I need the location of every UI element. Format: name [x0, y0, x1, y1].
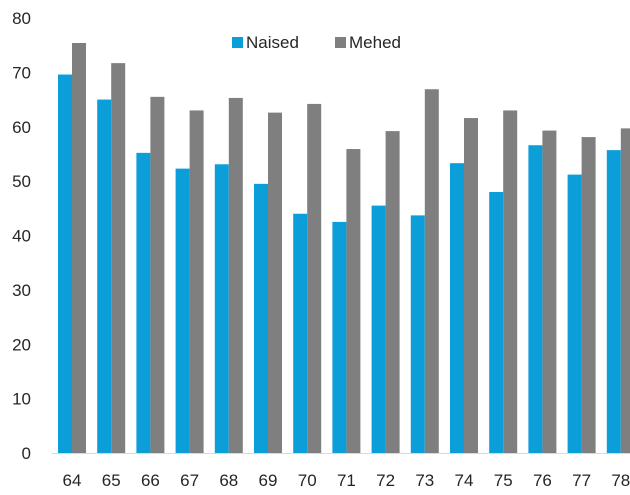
bar-mehed-77 — [581, 137, 596, 454]
y-tick-label: 50 — [12, 172, 31, 191]
bar-mehed-78 — [620, 128, 630, 453]
bar-naised-66 — [136, 152, 151, 453]
bar-naised-64 — [58, 74, 72, 454]
y-tick-label: 40 — [12, 227, 31, 246]
x-tick-label: 78 — [611, 471, 630, 490]
bar-naised-65 — [97, 99, 112, 453]
bar-mehed-64 — [72, 43, 86, 453]
y-tick-label: 30 — [12, 281, 31, 300]
bar-naised-72 — [371, 205, 386, 453]
legend: Naised Mehed — [232, 33, 401, 52]
y-tick-label: 0 — [22, 444, 31, 463]
x-tick-label: 68 — [219, 471, 238, 490]
bar-mehed-71 — [346, 149, 361, 453]
y-tick-label: 70 — [12, 63, 31, 82]
bar-naised-75 — [489, 192, 504, 453]
bar-mehed-73 — [424, 89, 439, 453]
bar-mehed-75 — [503, 110, 518, 453]
bar-naised-77 — [567, 174, 582, 453]
bar-mehed-67 — [189, 110, 204, 453]
bar-mehed-68 — [228, 97, 243, 454]
legend-label-mehed: Mehed — [349, 33, 401, 52]
y-tick-label: 80 — [12, 9, 31, 28]
x-tick-label: 67 — [180, 471, 199, 490]
x-axis: 64 65 66 67 68 69 70 71 72 73 74 75 76 77 78 — [52, 453, 630, 490]
bar-mehed-69 — [268, 112, 282, 454]
legend-label-naised: Naised — [246, 33, 299, 52]
bar-naised-74 — [450, 163, 464, 453]
x-tick-label: 70 — [298, 471, 317, 490]
bars — [58, 43, 630, 454]
bar-mehed-76 — [542, 130, 557, 453]
y-tick-label: 10 — [12, 390, 31, 409]
x-tick-label: 66 — [141, 471, 160, 490]
bar-naised-70 — [293, 213, 308, 453]
bar-mehed-72 — [385, 131, 400, 453]
bar-naised-78 — [606, 150, 621, 453]
x-tick-label: 71 — [337, 471, 356, 490]
bar-mehed-66 — [150, 96, 165, 453]
y-axis: 0 10 20 30 40 50 60 70 80 — [12, 9, 31, 463]
x-tick-label: 75 — [494, 471, 513, 490]
x-tick-label: 64 — [63, 471, 82, 490]
bar-naised-69 — [254, 183, 268, 453]
bar-naised-73 — [410, 215, 425, 453]
x-tick-label: 72 — [376, 471, 395, 490]
x-tick-label: 73 — [415, 471, 434, 490]
legend-swatch-naised — [232, 37, 243, 48]
x-tick-label: 69 — [259, 471, 278, 490]
bar-naised-67 — [175, 168, 190, 453]
y-tick-label: 20 — [12, 335, 31, 354]
x-tick-label: 65 — [102, 471, 121, 490]
bar-naised-68 — [214, 164, 229, 454]
bar-naised-76 — [528, 145, 543, 454]
bar-naised-71 — [332, 221, 347, 453]
x-tick-label: 77 — [572, 471, 591, 490]
bar-mehed-74 — [464, 118, 478, 454]
x-tick-label: 76 — [533, 471, 552, 490]
bar-mehed-65 — [111, 63, 126, 453]
y-tick-label: 60 — [12, 118, 31, 137]
bar-mehed-70 — [307, 103, 322, 453]
x-tick-label: 74 — [455, 471, 474, 490]
legend-swatch-mehed — [335, 37, 346, 48]
